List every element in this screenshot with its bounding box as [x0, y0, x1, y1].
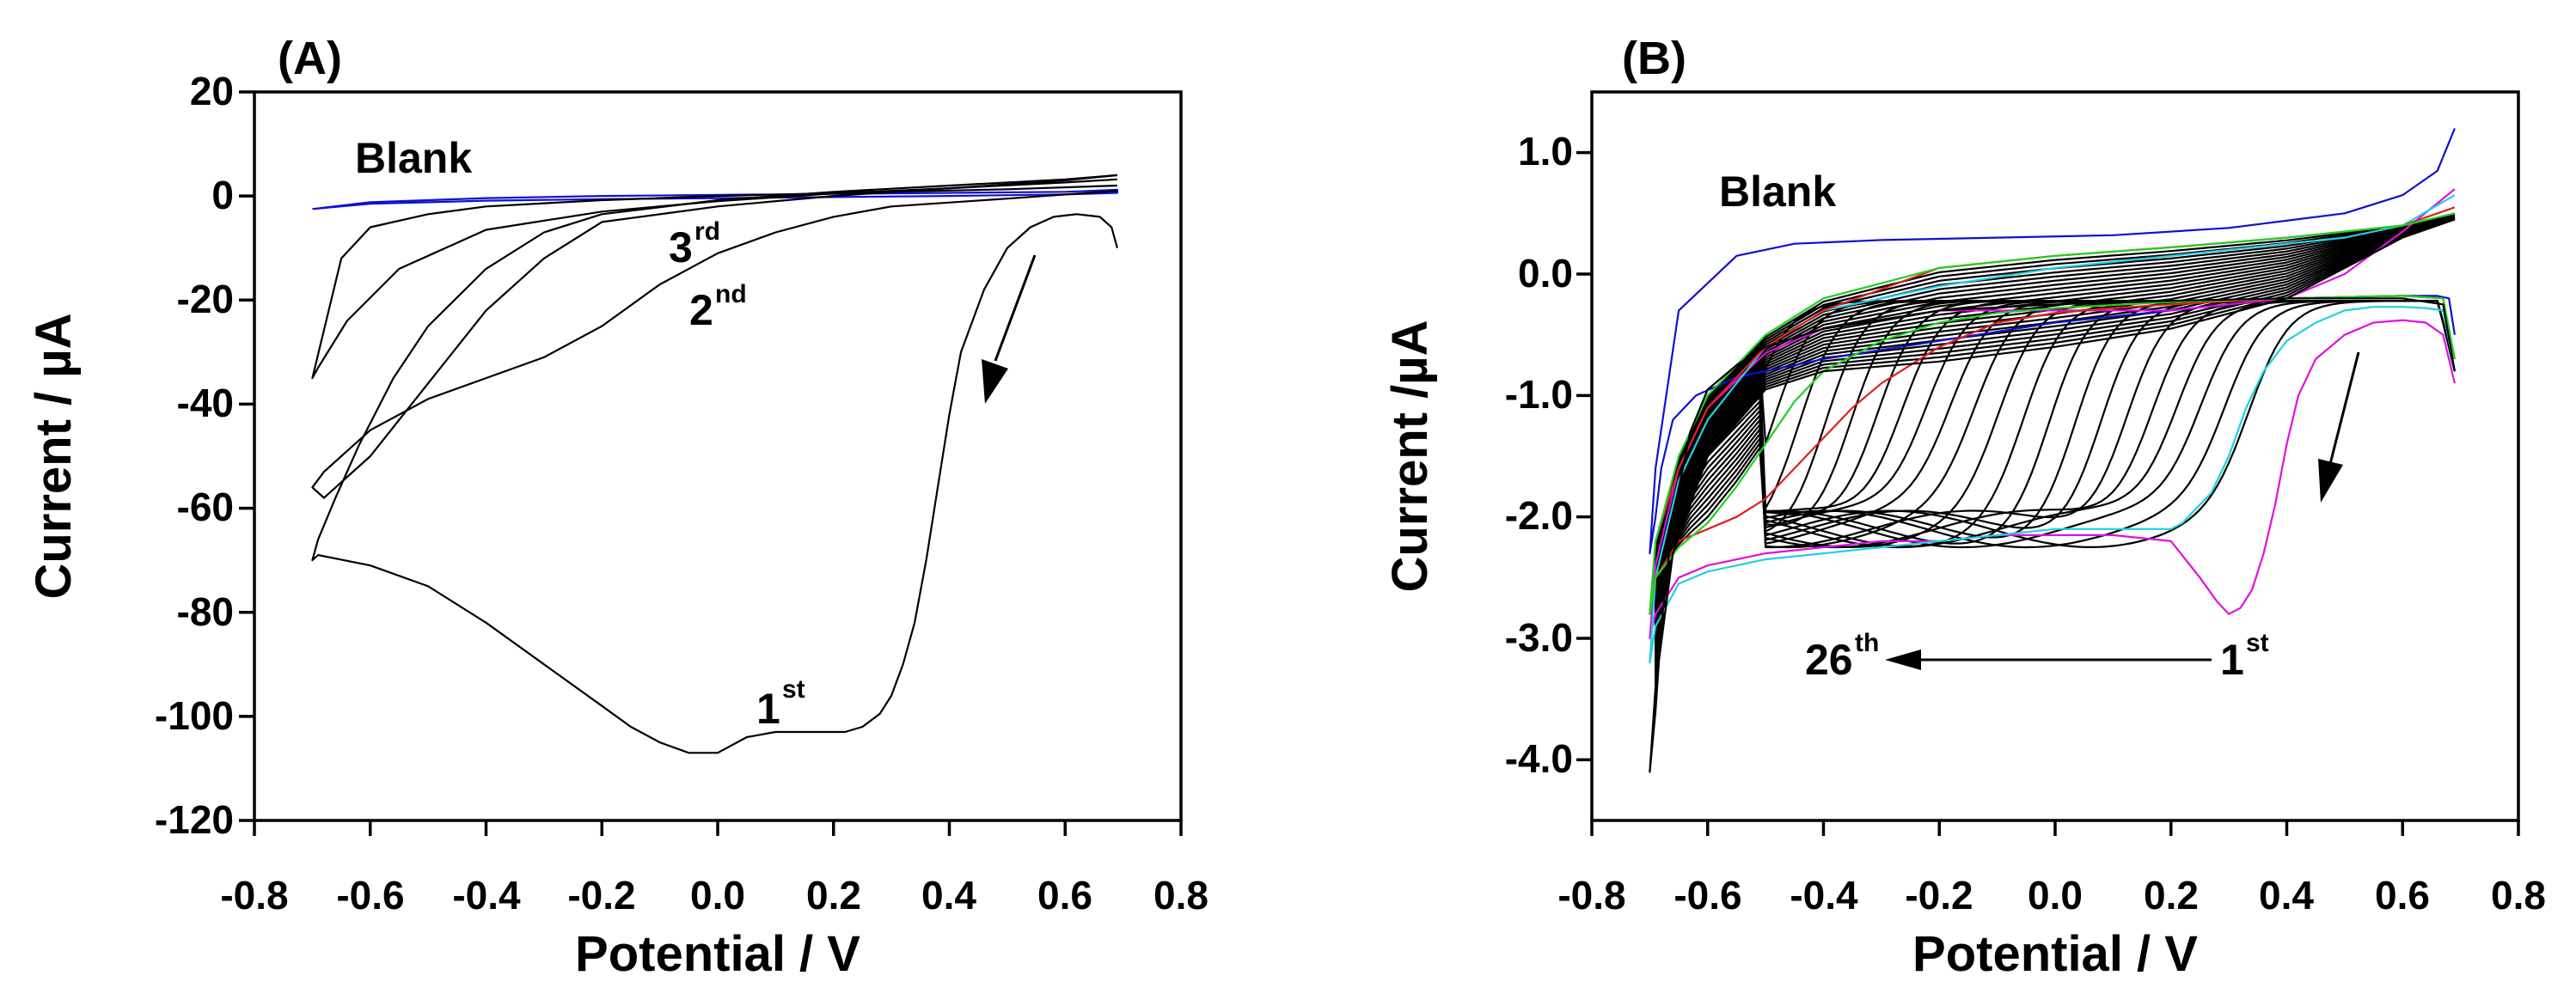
panel-a-arrow-shaft — [994, 254, 1037, 362]
panel-a-y-axis-label: Current / µA — [26, 313, 82, 599]
panel-a-1st-sup: st — [782, 675, 805, 704]
panel-b-x-tick-label: 0.4 — [2259, 873, 2314, 918]
panel-a-x-ticks: -0.8 -0.6 -0.4 -0.2 0.0 0.2 0.4 0.6 0.8 — [220, 873, 1208, 918]
panel-b-x-tick-label: 0.2 — [2144, 873, 2199, 918]
panel-b-y-tick-label: -4.0 — [1505, 736, 1573, 781]
panel-a-y-tick-label: -20 — [177, 277, 234, 321]
panel-b-x-tick-label: 0.8 — [2491, 873, 2546, 918]
panel-a-y-tick-label: -40 — [177, 381, 234, 425]
panel-b-scan-direction-arrow — [2318, 351, 2360, 503]
panel-a-3rd-sup: rd — [694, 217, 720, 246]
panel-b-series-cycle-4 — [1649, 212, 2456, 615]
panel-b-series-cycle-26 — [1649, 218, 2456, 773]
panel-b-x-tick-label: 0.0 — [2028, 873, 2083, 918]
panel-b-y-axis-label: Current /µA — [1382, 320, 1438, 593]
panel-a-y-tick-label: -100 — [155, 693, 234, 738]
panel-a-1st-label: 1 — [756, 685, 780, 733]
panel-b-1st-sup: st — [2246, 629, 2269, 657]
panel-a-x-tick-label: 0.0 — [690, 873, 745, 918]
panel-a-x-axis-label: Potential / V — [575, 926, 860, 982]
panel-a-x-tick-label: 0.6 — [1037, 873, 1092, 918]
panel-b-y-tick-label: 1.0 — [1518, 129, 1573, 174]
panel-a-y-ticks: 20 0 -20 -40 -60 -80 -100 -120 — [155, 69, 234, 842]
panel-a-label: (A) — [278, 33, 342, 84]
panel-a-x-tick-label: 0.8 — [1153, 873, 1208, 918]
panel-b-x-ticks: -0.8 -0.6 -0.4 -0.2 0.0 0.2 0.4 0.6 0.8 — [1557, 873, 2546, 918]
panel-b-series-cycle-2 — [1649, 194, 2456, 664]
panel-b-y-ticks: 1.0 0.0 -1.0 -2.0 -3.0 -4.0 — [1505, 129, 1573, 781]
panel-b-26th-label: 26 — [1805, 636, 1853, 684]
panel-a-y-tick-label: 0 — [211, 173, 234, 217]
panel-b-x-axis-label: Potential / V — [1912, 926, 2198, 982]
panel-a-x-tick-label: -0.2 — [567, 873, 635, 918]
panel-b-x-tick-label: -0.2 — [1905, 873, 1973, 918]
panel-a-series-1st — [311, 174, 1118, 754]
panel-a-series-3rd — [311, 178, 1117, 380]
panel-b-scan-arrow-shaft — [2328, 351, 2360, 465]
panel-a-curves — [311, 174, 1119, 754]
panel-b-scan-arrow-head — [2318, 459, 2343, 503]
panel-a-x-tick-label: -0.4 — [452, 873, 521, 918]
panel-b-blank-label: Blank — [1719, 168, 1836, 216]
panel-a-2nd-label: 2 — [689, 286, 713, 334]
panel-b-x-tick-label: -0.8 — [1557, 873, 1625, 918]
panel-b-label: (B) — [1622, 33, 1686, 84]
panel-a-blank-label: Blank — [355, 134, 472, 182]
panel-b-curves — [1649, 127, 2456, 773]
panel-b-y-tick-label: 0.0 — [1518, 251, 1573, 296]
panel-a-x-tick-label: -0.8 — [220, 873, 288, 918]
panel-a-2nd-sup: nd — [715, 280, 747, 308]
panel-b: (B) -0.8 -0.6 -0.4 -0.2 0.0 0.2 0.4 0.6 … — [1382, 33, 2546, 982]
panel-a-3rd-label: 3 — [669, 223, 693, 271]
panel-a-series-2nd — [311, 174, 1118, 499]
panel-b-1st-label: 1 — [2220, 636, 2244, 684]
panel-a-y-tick-label: -80 — [177, 589, 234, 634]
panel-b-y-tick-label: -1.0 — [1505, 372, 1573, 417]
panel-b-26th-sup: th — [1855, 629, 1879, 657]
panel-b-cycle-arrow-head — [1885, 649, 1921, 670]
panel-a-x-tick-label: -0.6 — [336, 873, 404, 918]
panel-b-x-tick-label: -0.6 — [1673, 873, 1741, 918]
panel-b-y-tick-label: -2.0 — [1505, 493, 1573, 538]
panel-b-cycle-arrow — [1885, 649, 2212, 670]
panel-b-y-tick-label: -3.0 — [1505, 615, 1573, 660]
panel-a-y-tick-label: -120 — [155, 797, 234, 842]
panel-b-x-tick-label: 0.6 — [2375, 873, 2430, 918]
panel-a-scan-direction-arrow — [982, 254, 1037, 404]
panel-a-y-tick-label: 20 — [190, 69, 234, 113]
panel-b-x-tick-label: -0.4 — [1790, 873, 1858, 918]
panel-a-x-tick-label: 0.4 — [921, 873, 976, 918]
panel-a-x-tick-label: 0.2 — [806, 873, 861, 918]
panel-a-y-tick-label: -60 — [177, 485, 234, 529]
panel-a-arrow-head — [982, 359, 1008, 404]
